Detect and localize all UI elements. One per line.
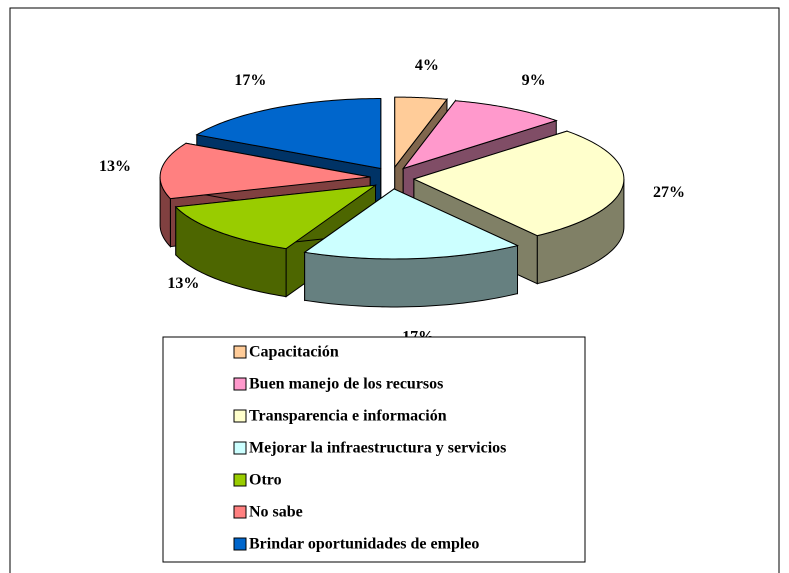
slice [303,187,520,308]
slice-top [303,188,520,260]
legend-label: Transparencia e información [249,408,447,425]
legend-label: Capacitación [249,344,339,361]
legend: Capacitación Buen manejo de los recursos T… [233,344,506,553]
legend-box [162,336,586,563]
legend-label: Brindar oportunidades de empleo [249,536,479,553]
legend-label: Otro [249,472,282,489]
data-label: 9% [522,72,546,89]
pie: 4%9%27%17%13%13%17% [99,57,685,345]
legend-label: No sabe [249,504,303,521]
legend-swatch [233,409,247,423]
data-label: 13% [167,275,199,292]
chart-frame [9,7,780,573]
slice-top [159,142,371,200]
legend-swatch [233,377,247,391]
legend-swatch [233,505,247,519]
data-label: 17% [234,72,266,89]
data-label: 27% [653,184,685,201]
data-label: 4% [415,57,439,74]
legend-swatch [233,441,247,455]
slice-top [174,184,378,250]
data-label: 13% [99,158,131,175]
legend-label: Mejorar la infraestructura y servicios [249,440,506,457]
slice-top [394,96,448,169]
legend-swatch [233,473,247,487]
slice-top [412,130,625,237]
legend-swatch [233,345,247,359]
slice-top [401,100,558,170]
slice-top [195,98,382,170]
legend-swatch [233,537,247,551]
legend-label: Buen manejo de los recursos [249,376,443,393]
